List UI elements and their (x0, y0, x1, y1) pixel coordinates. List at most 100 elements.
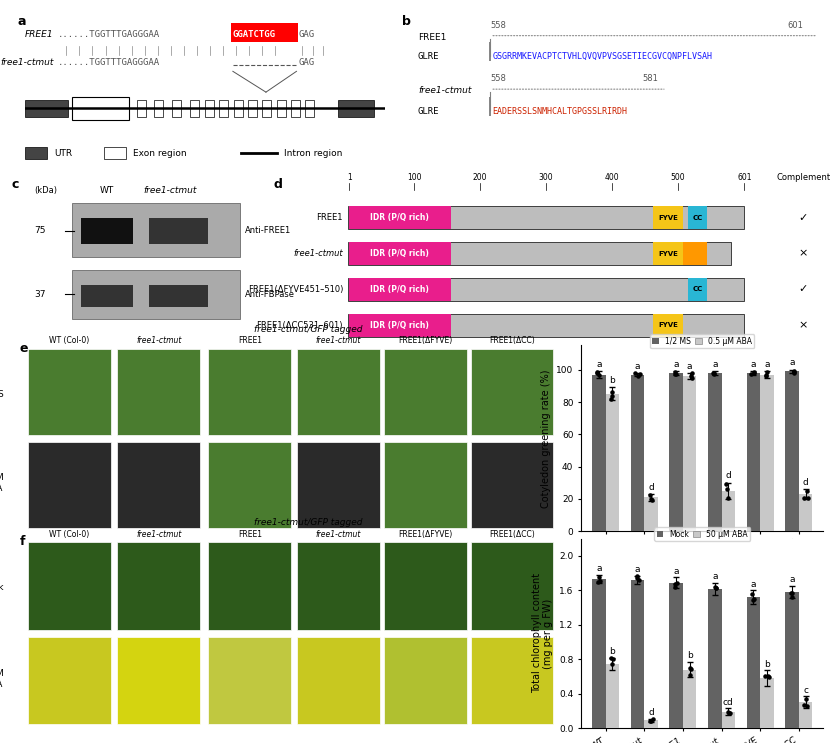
Bar (471, 637, 553, 724)
Point (722, 707, 736, 718)
Bar (349, 278, 744, 301)
Text: free1-ctmut: free1-ctmut (315, 530, 361, 539)
Text: free1-ctmut/GFP tagged: free1-ctmut/GFP tagged (254, 325, 363, 334)
Text: FREE1: FREE1 (418, 33, 446, 42)
Point (707, 366, 721, 378)
Text: 100: 100 (407, 172, 421, 181)
Text: CC: CC (692, 215, 703, 221)
Bar (747, 373, 760, 531)
Point (801, 492, 814, 504)
Text: a: a (764, 360, 770, 369)
Bar (208, 637, 291, 724)
Text: 37: 37 (34, 290, 46, 299)
Point (645, 493, 658, 504)
Bar (384, 637, 466, 724)
Text: 300: 300 (538, 172, 553, 181)
Point (632, 370, 645, 382)
Legend: 1/2 MS, 0.5 μM ABA: 1/2 MS, 0.5 μM ABA (650, 334, 754, 348)
Point (707, 368, 721, 380)
Text: GLRE: GLRE (418, 107, 440, 116)
Bar (349, 242, 451, 265)
Point (670, 577, 684, 589)
Bar (384, 349, 466, 435)
Text: a: a (687, 362, 692, 371)
Point (605, 391, 619, 403)
Bar (117, 637, 201, 724)
Bar (72, 270, 241, 319)
Text: 558: 558 (490, 74, 506, 83)
Bar (349, 314, 451, 337)
Point (629, 368, 642, 380)
Text: a: a (18, 15, 27, 27)
Text: FREE1(ΔCC): FREE1(ΔCC) (489, 530, 535, 539)
Point (645, 715, 658, 727)
Text: e: e (20, 342, 28, 354)
Point (799, 693, 813, 705)
Point (758, 670, 772, 682)
Point (646, 713, 660, 725)
Text: FREE1: FREE1 (237, 530, 262, 539)
Bar (799, 702, 813, 728)
Text: Intron region: Intron region (284, 149, 342, 158)
Point (683, 669, 696, 681)
Bar (747, 597, 760, 728)
Text: d: d (803, 478, 808, 487)
Point (670, 368, 683, 380)
Bar (592, 579, 605, 728)
Bar (28, 637, 111, 724)
Text: ......TGGTTTGAGGGAA: ......TGGTTTGAGGGAA (58, 58, 160, 67)
Point (746, 588, 759, 600)
Text: free1-ctmut: free1-ctmut (1, 58, 54, 67)
Text: FREE1(ΔCC): FREE1(ΔCC) (489, 337, 535, 345)
Text: GAG: GAG (298, 58, 314, 67)
Bar (297, 637, 380, 724)
Bar (117, 442, 201, 528)
Bar (471, 542, 553, 629)
Point (721, 492, 734, 504)
Bar (117, 349, 201, 435)
Text: Anti-FREE1: Anti-FREE1 (245, 226, 292, 235)
Text: a: a (635, 362, 640, 371)
Text: d: d (648, 708, 654, 717)
Point (710, 583, 723, 594)
Point (592, 576, 605, 588)
Bar (384, 442, 466, 528)
Text: ......TGGTTTGAGGGAA: ......TGGTTTGAGGGAA (58, 30, 160, 39)
Point (785, 587, 798, 599)
Bar (297, 542, 380, 629)
Bar (349, 278, 451, 301)
Bar (263, 100, 272, 117)
Point (723, 707, 737, 719)
Point (605, 386, 619, 398)
Point (590, 367, 604, 379)
Bar (645, 721, 658, 728)
Bar (172, 100, 181, 117)
Point (593, 575, 606, 587)
Text: a: a (673, 360, 679, 369)
Point (760, 369, 773, 381)
Bar (72, 97, 130, 120)
Bar (28, 542, 111, 629)
Point (709, 581, 722, 593)
Point (721, 707, 735, 718)
Text: CC: CC (692, 287, 703, 293)
Text: 1/2 MS: 1/2 MS (0, 389, 3, 398)
Bar (653, 206, 683, 229)
Point (800, 485, 813, 497)
Bar (248, 100, 257, 117)
Bar (305, 100, 314, 117)
Text: Anti-FBPase: Anti-FBPase (245, 290, 295, 299)
Point (788, 365, 801, 377)
Point (747, 367, 760, 379)
Point (762, 671, 775, 683)
Point (788, 366, 801, 378)
Text: FYVE: FYVE (658, 250, 678, 256)
Bar (630, 374, 645, 531)
Text: free1-ctmut/GFP tagged: free1-ctmut/GFP tagged (254, 519, 363, 528)
Point (761, 366, 774, 378)
Bar (653, 314, 683, 337)
Bar (760, 374, 774, 531)
Text: FYVE: FYVE (658, 215, 678, 221)
Text: b: b (609, 376, 615, 385)
Text: FREE1: FREE1 (317, 213, 343, 222)
